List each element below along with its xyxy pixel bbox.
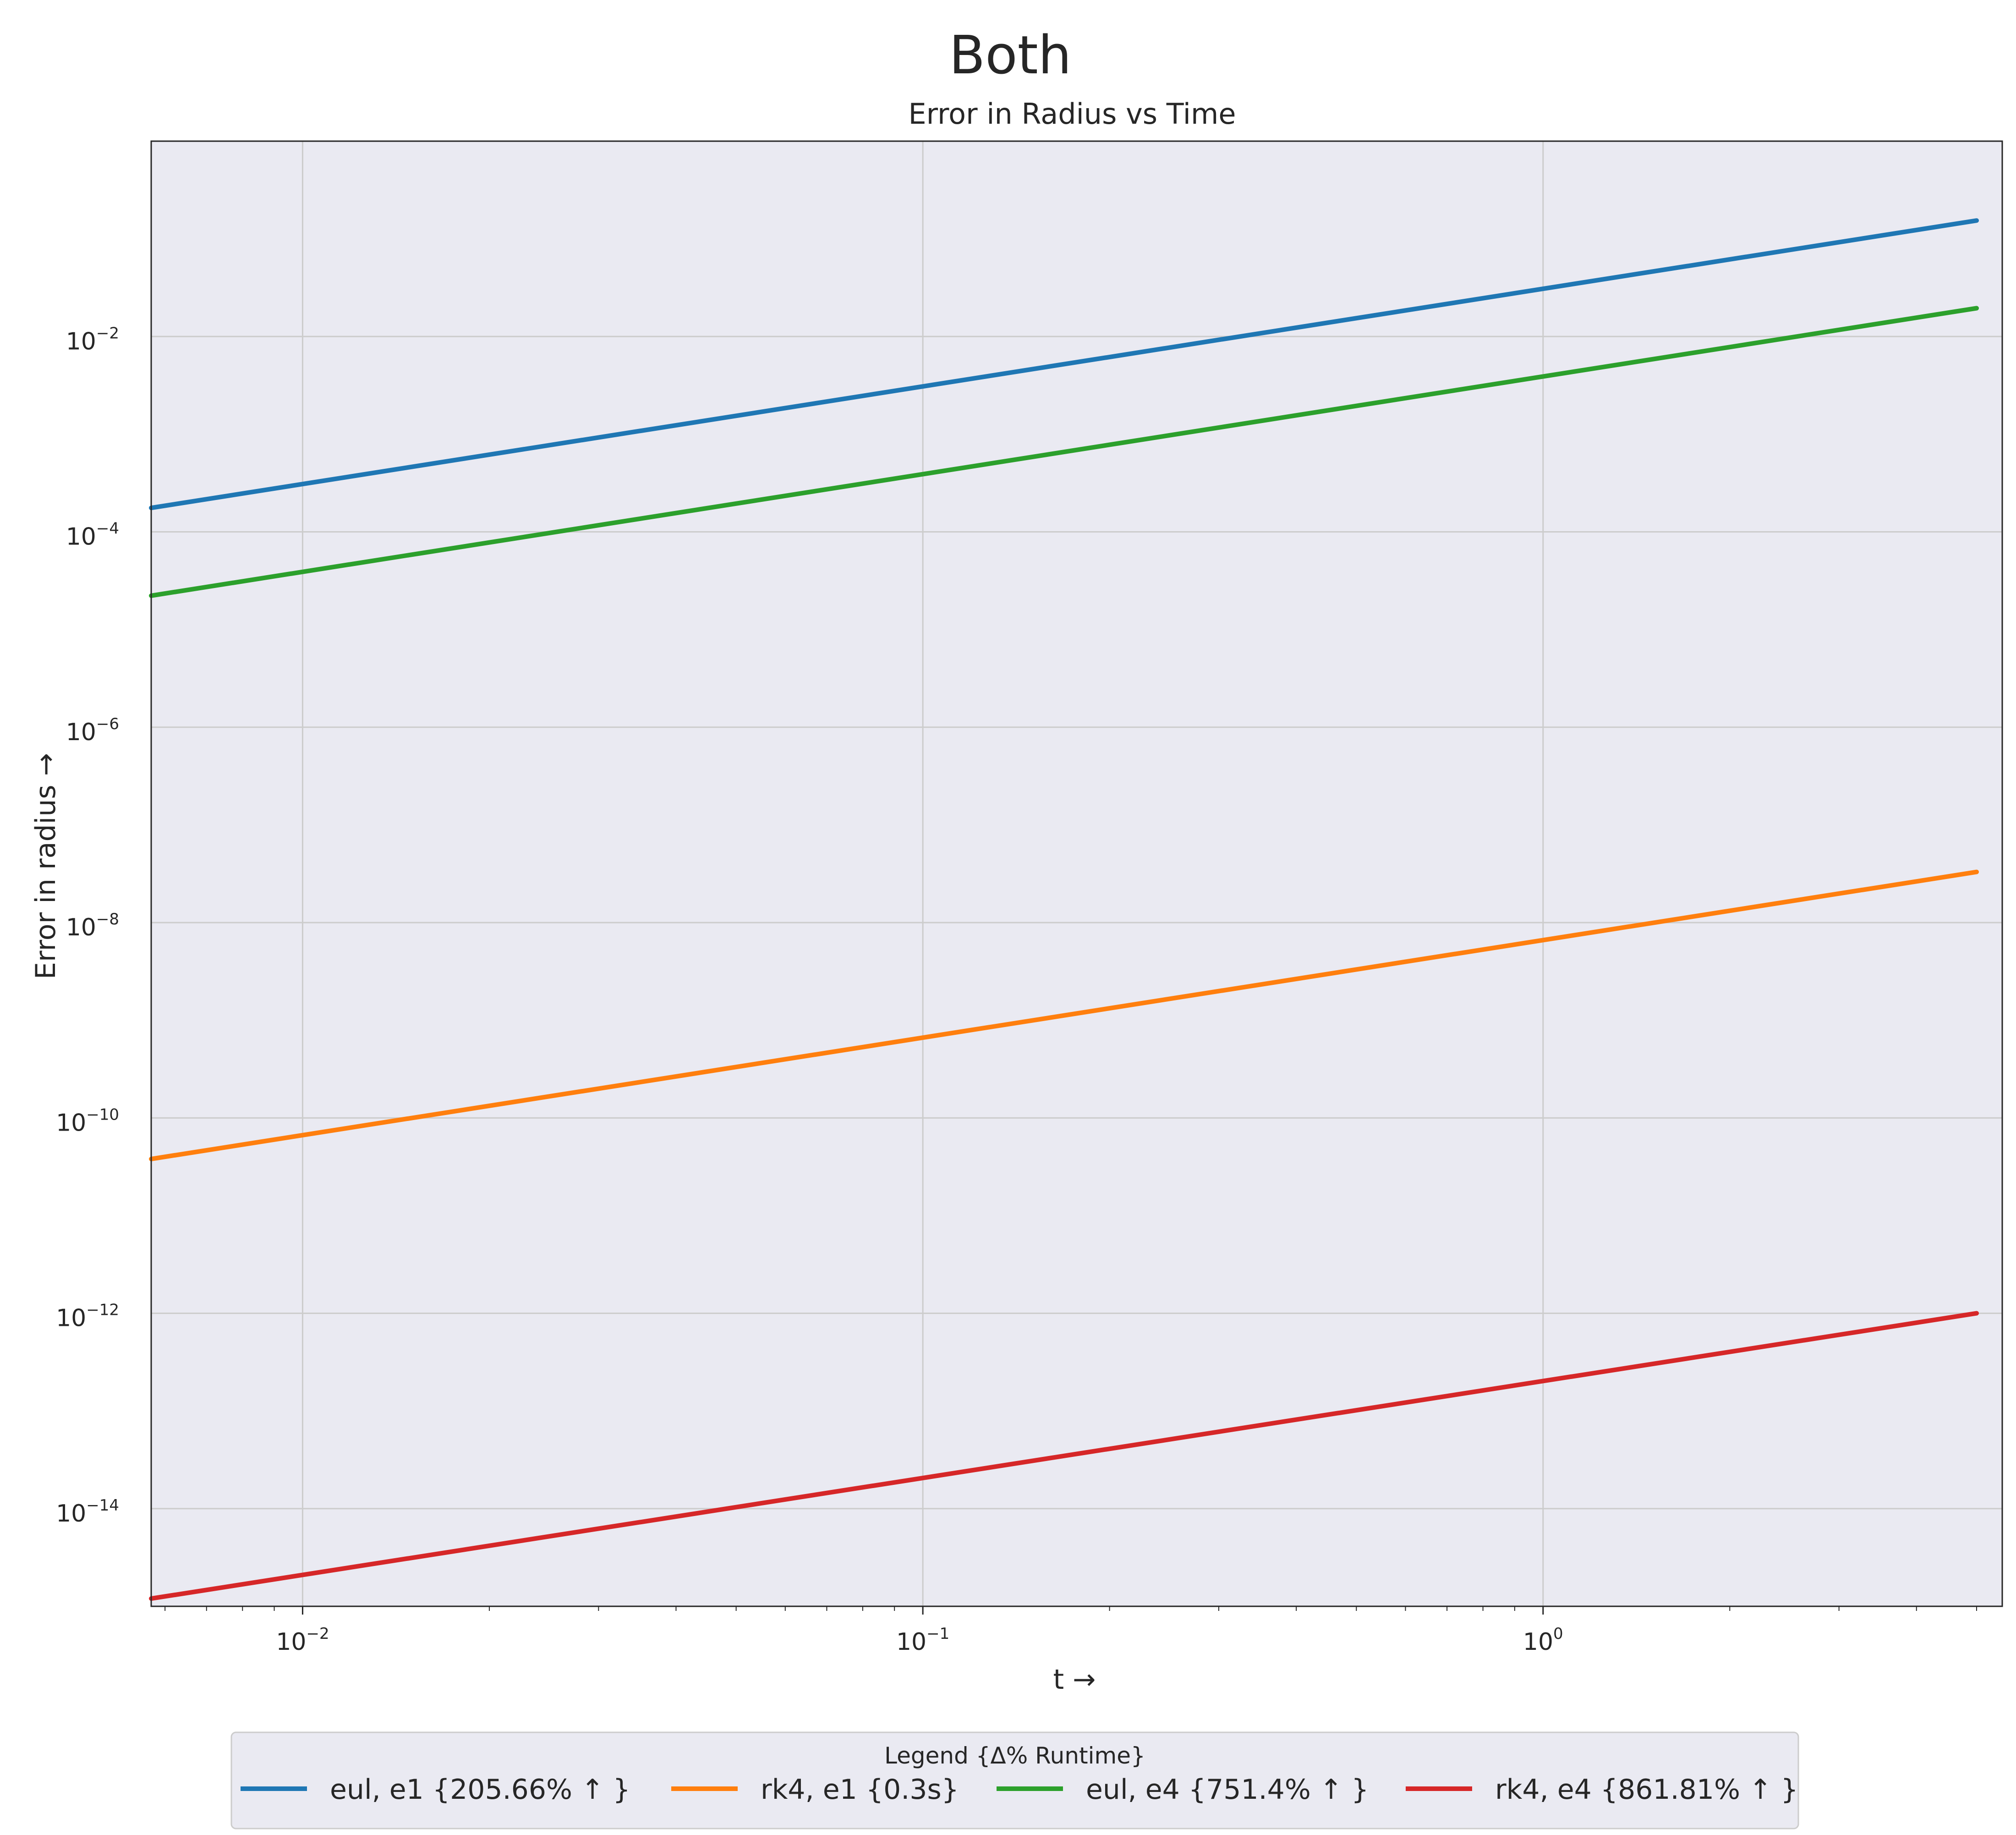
series-line-3: [149, 306, 1979, 598]
legend-label-1: eul, e1 {205.66% ↑ }: [330, 1774, 630, 1806]
x-axis-label: t →: [1053, 1664, 1096, 1696]
y-tick-label-exponent: −8: [96, 910, 119, 928]
ticks-layer: 10−2 10−1 10010−210−410−610−810−1010−1210−…: [56, 324, 1977, 1656]
series-line-4: [149, 1311, 1979, 1601]
y-tick-label-exponent: −12: [86, 1301, 119, 1319]
y-tick-label: 10−4: [66, 520, 119, 551]
legend-title: Legend {Δ% Runtime}: [884, 1742, 1145, 1769]
y-tick-label-exponent: −2: [96, 324, 119, 342]
plot-area: [151, 141, 2002, 1606]
y-tick-label: 10−6: [66, 715, 119, 746]
y-tick-label-base: 10: [56, 1305, 86, 1332]
legend-label-2: rk4, e1 {0.3s}: [761, 1774, 959, 1806]
y-tick-label: 10−8: [66, 910, 119, 941]
y-tick-label: 10−2: [66, 324, 119, 355]
x-tick-label-base: 10: [1523, 1628, 1553, 1656]
y-tick-label-exponent: −14: [86, 1496, 119, 1515]
x-tick-label-exponent: 0: [1553, 1625, 1563, 1643]
x-tick-label: 100: [1523, 1625, 1563, 1656]
legend: Legend {Δ% Runtime} eul, e1 {205.66% ↑ }…: [230, 1731, 1799, 1830]
y-tick-label: 10−12: [56, 1301, 119, 1332]
x-tick-label-exponent: −2: [306, 1625, 329, 1643]
plot-frame: [150, 140, 2003, 1607]
x-tick-label: 10−1: [896, 1625, 949, 1656]
series-layer: [149, 218, 1979, 1601]
x-tick-label-base: 10: [896, 1628, 926, 1656]
legend-label-3: eul, e4 {751.4% ↑ }: [1086, 1774, 1369, 1806]
figure-suptitle: Both: [949, 25, 1071, 86]
chart-title: Error in Radius vs Time: [908, 97, 1236, 131]
y-tick-label-base: 10: [56, 1109, 86, 1137]
y-tick-label-exponent: −4: [96, 520, 119, 538]
y-tick-label: 10−14: [56, 1496, 119, 1527]
grid-layer: [151, 141, 2002, 1606]
x-tick-label-base: 10: [276, 1628, 306, 1656]
x-tick-label-exponent: −1: [926, 1625, 949, 1643]
y-tick-label-base: 10: [66, 523, 96, 551]
y-tick-label-base: 10: [66, 914, 96, 941]
y-tick-label-exponent: −6: [96, 715, 119, 733]
y-tick-label-exponent: −10: [86, 1105, 119, 1124]
legend-entries: eul, e1 {205.66% ↑ } rk4, e1 {0.3s} eul, e…: [241, 1774, 1798, 1806]
y-tick-label-base: 10: [56, 1500, 86, 1527]
legend-box: [230, 1731, 1799, 1830]
series-line-2: [149, 869, 1979, 1161]
y-tick-label-base: 10: [66, 719, 96, 746]
legend-label-4: rk4, e4 {861.81% ↑ }: [1495, 1774, 1798, 1806]
y-axis-label: Error in radius →: [30, 753, 62, 979]
x-tick-label: 10−2: [276, 1625, 329, 1656]
y-tick-label-base: 10: [66, 328, 96, 355]
series-line-1: [149, 218, 1979, 511]
y-tick-label: 10−10: [56, 1105, 119, 1137]
